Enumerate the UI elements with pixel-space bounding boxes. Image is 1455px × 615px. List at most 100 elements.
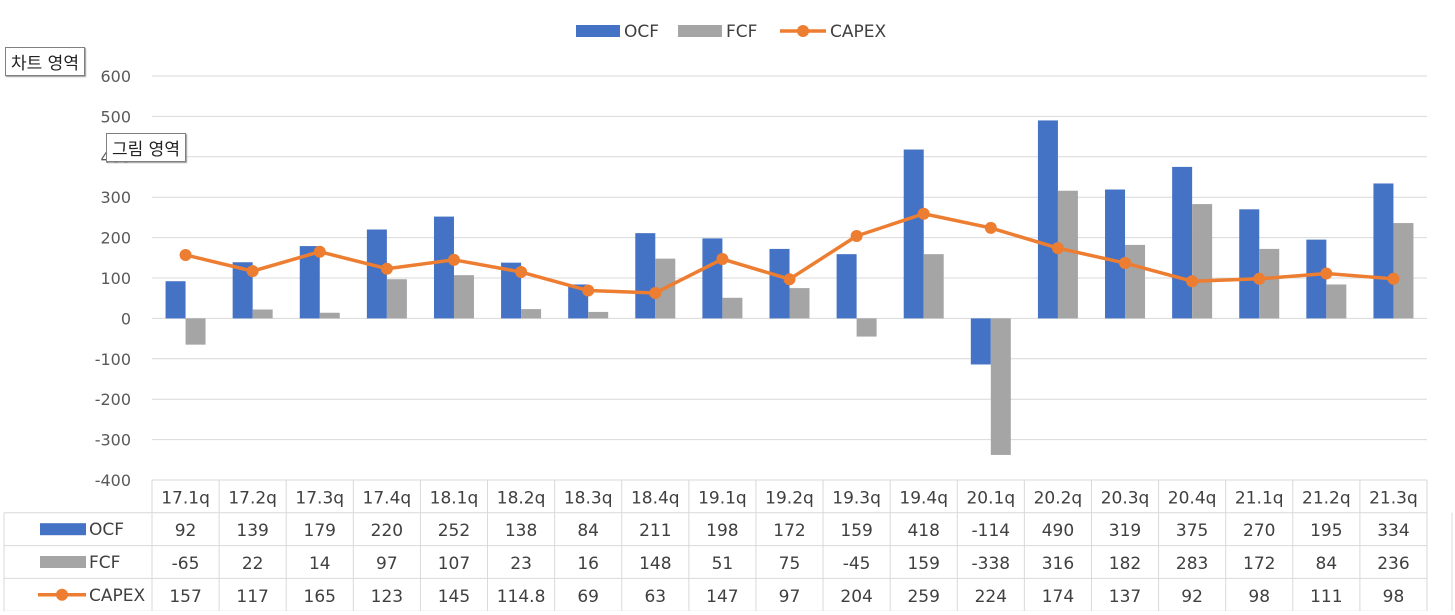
plot-area-tooltip: 그림 영역 — [106, 133, 186, 162]
category-label: 18.2q — [497, 488, 546, 508]
capex-point — [1387, 272, 1400, 285]
capex-point — [313, 245, 326, 258]
table-value: 174 — [1042, 587, 1074, 607]
fcf-bar — [252, 309, 273, 319]
capex-legend-marker — [797, 25, 809, 37]
table-value: 22 — [242, 554, 264, 574]
capex-point — [783, 273, 796, 286]
fcf-legend-key — [678, 25, 722, 37]
category-label: 17.3q — [295, 488, 344, 508]
table-value: 165 — [304, 587, 336, 607]
legend-label: OCF — [624, 22, 659, 42]
fcf-bar — [386, 279, 407, 319]
fcf-bar — [1326, 284, 1347, 319]
table-value: 123 — [371, 587, 403, 607]
table-value: 63 — [644, 587, 666, 607]
y-tick-label: -400 — [95, 471, 131, 490]
ocf-legend-key — [576, 25, 620, 37]
y-tick-label: 0 — [121, 309, 131, 328]
table-value: 204 — [840, 587, 872, 607]
y-tick-label: -100 — [95, 350, 131, 369]
table-value: 107 — [438, 554, 470, 574]
category-label: 18.4q — [631, 488, 680, 508]
ocf-bar — [970, 318, 991, 365]
table-value: 98 — [1248, 587, 1270, 607]
table-value: 418 — [907, 521, 939, 541]
table-value: 51 — [712, 554, 734, 574]
ocf-bar — [1306, 239, 1327, 319]
fcf-bar — [923, 254, 944, 319]
y-tick-label: 100 — [100, 269, 131, 288]
category-label: 17.2q — [228, 488, 277, 508]
category-label: 18.1q — [430, 488, 479, 508]
capex-point — [246, 265, 259, 278]
capex-row-key-marker — [56, 588, 68, 601]
table-value: 159 — [840, 521, 872, 541]
table-value: 23 — [510, 554, 532, 574]
y-tick-label: 300 — [100, 188, 131, 207]
table-value: 97 — [376, 554, 398, 574]
ocf-bar — [299, 246, 320, 319]
ocf-bar — [1172, 166, 1193, 319]
table-value: 14 — [309, 554, 331, 574]
table-value: 198 — [706, 521, 738, 541]
capex-point — [515, 266, 528, 279]
y-tick-label: -200 — [95, 390, 131, 409]
table-value: 145 — [438, 587, 470, 607]
category-label: 18.3q — [564, 488, 613, 508]
ocf-bar — [165, 281, 186, 319]
table-value: 252 — [438, 521, 470, 541]
table-value: 270 — [1243, 521, 1275, 541]
table-value: 148 — [639, 554, 671, 574]
table-value: 138 — [505, 521, 537, 541]
table-value: 179 — [304, 521, 336, 541]
table-value: -338 — [972, 554, 1011, 574]
fcf-bar — [1125, 244, 1146, 319]
ocf-bar — [366, 229, 387, 319]
category-label: 20.3q — [1101, 488, 1150, 508]
capex-point — [716, 253, 729, 266]
ocf-bar — [501, 262, 522, 319]
data-table: 17.1q 17.2q 17.3q 17.4q 18.1q 18.2q 18.3q 18.4q… — [3, 479, 1453, 612]
ocf-bar — [836, 254, 857, 319]
fcf-bar — [319, 312, 340, 319]
table-value: 334 — [1377, 521, 1409, 541]
category-label: 20.2q — [1034, 488, 1083, 508]
capex-point — [1186, 275, 1199, 288]
chart-area-tooltip: 차트 영역 — [5, 47, 85, 76]
ocf-bar — [1037, 120, 1058, 319]
capex-point — [1320, 267, 1333, 280]
capex-point — [984, 221, 997, 234]
y-tick-label: -300 — [95, 431, 131, 450]
fcf-bar — [789, 288, 810, 319]
category-label: 19.2q — [765, 488, 814, 508]
category-label: 20.1q — [966, 488, 1015, 508]
fcf-bar — [1192, 204, 1213, 319]
fcf-bar — [453, 275, 474, 319]
category-label: 17.1q — [161, 488, 210, 508]
table-value: 139 — [236, 521, 268, 541]
ocf-bar — [1373, 183, 1394, 319]
table-value: 92 — [175, 521, 197, 541]
capex-point — [1119, 257, 1132, 270]
table-value: 157 — [169, 587, 201, 607]
table-value: 97 — [779, 587, 801, 607]
ocf-row-key — [40, 523, 86, 536]
capex-point — [1253, 272, 1266, 285]
table-value: 159 — [907, 554, 939, 574]
table-value: -114 — [972, 521, 1011, 541]
table-value: 211 — [639, 521, 671, 541]
category-label: 21.1q — [1235, 488, 1284, 508]
table-value: 220 — [371, 521, 403, 541]
table-value: 283 — [1176, 554, 1208, 574]
table-value: 375 — [1176, 521, 1208, 541]
fcf-bar — [185, 318, 206, 345]
table-value: 195 — [1310, 521, 1342, 541]
ocf-bar — [1105, 189, 1126, 319]
fcf-bar — [521, 309, 542, 319]
capex-point — [850, 229, 863, 242]
y-tick-label: 500 — [100, 107, 131, 126]
category-label: 19.4q — [899, 488, 948, 508]
